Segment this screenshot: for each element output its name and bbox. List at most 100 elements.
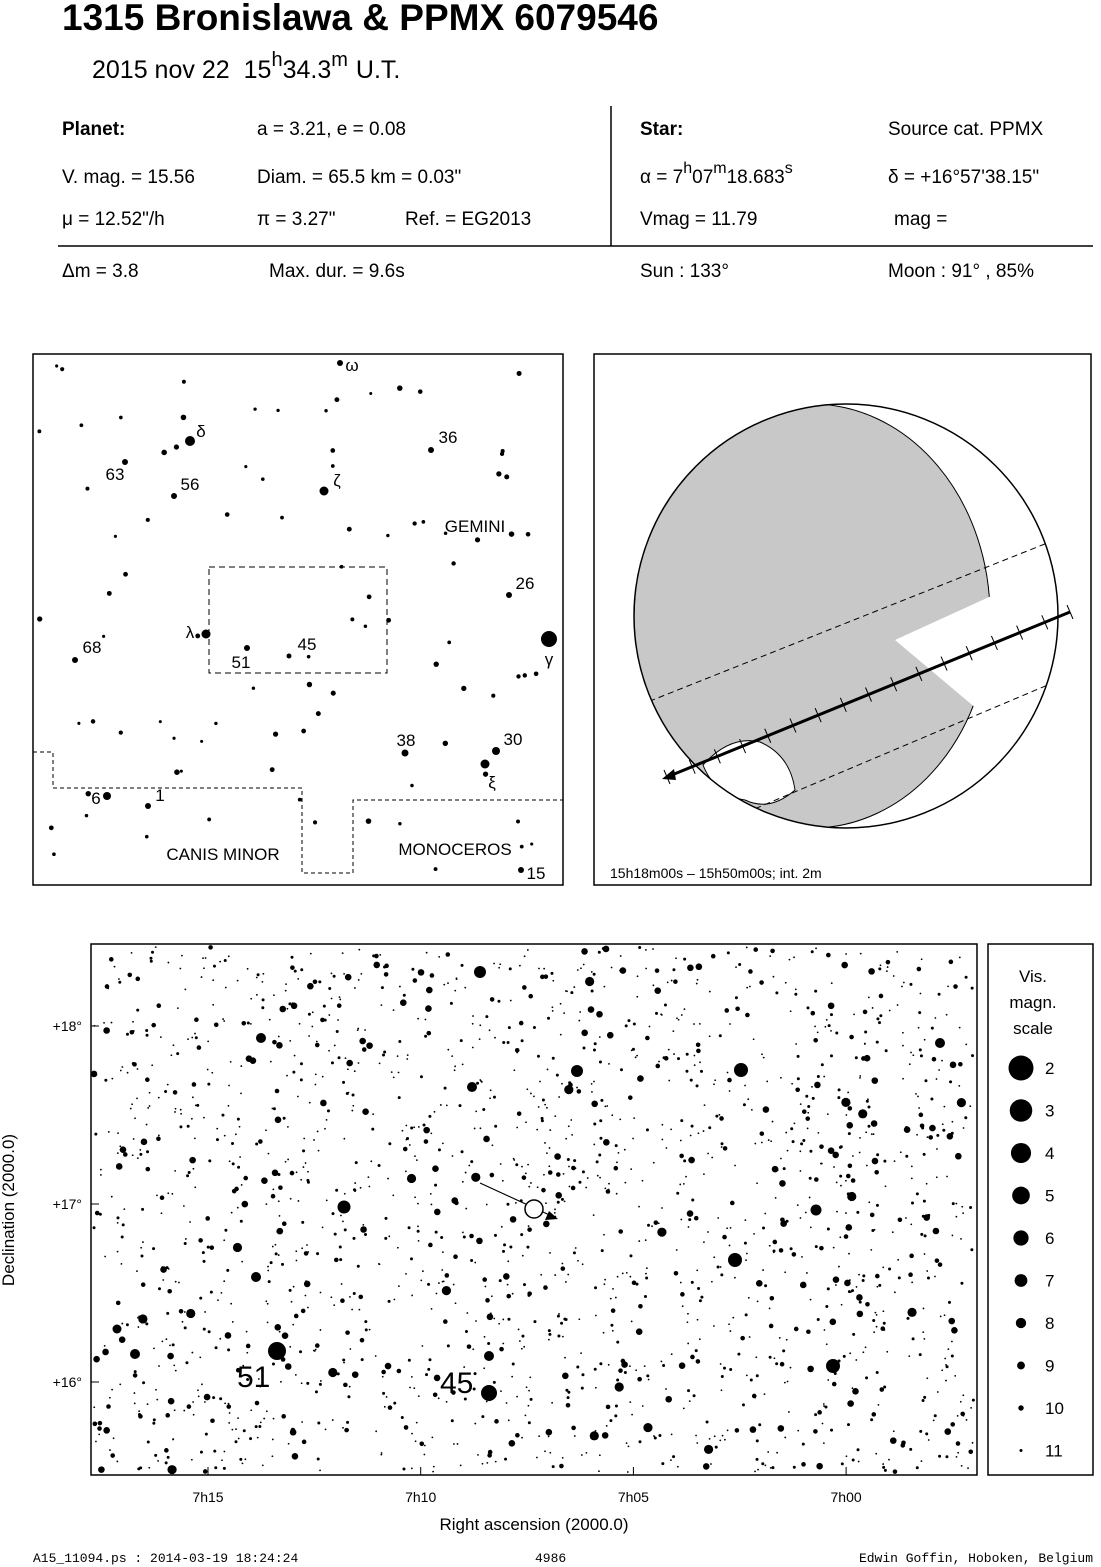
- star: [378, 1263, 381, 1266]
- star: [661, 1462, 665, 1466]
- star: [793, 1122, 796, 1125]
- star: [432, 1392, 438, 1398]
- star: [471, 1172, 481, 1182]
- star: [316, 1457, 320, 1461]
- star: [708, 1126, 712, 1130]
- star: [845, 1173, 851, 1179]
- star: [514, 1047, 520, 1053]
- star: [806, 1006, 810, 1010]
- star: [713, 1256, 716, 1259]
- finder-star: [312, 820, 318, 825]
- star: [693, 1054, 696, 1057]
- star: [635, 1328, 643, 1335]
- star: [515, 1163, 519, 1167]
- star: [544, 1142, 546, 1144]
- star: [934, 1275, 936, 1278]
- star: [103, 1427, 110, 1434]
- star-label: 51: [237, 1361, 270, 1394]
- star: [489, 1089, 492, 1092]
- star: [383, 965, 387, 969]
- star: [703, 1444, 714, 1455]
- star: [383, 1405, 386, 1408]
- star: [885, 959, 891, 965]
- star: [623, 1148, 626, 1151]
- star: [432, 1165, 439, 1173]
- star: [823, 1405, 825, 1407]
- star: [194, 1032, 196, 1035]
- finder-star: [410, 783, 414, 788]
- star: [289, 1039, 292, 1042]
- star: [727, 1077, 732, 1083]
- star: [406, 1137, 410, 1141]
- star: [958, 1026, 961, 1029]
- finder-star: [102, 634, 106, 638]
- star: [873, 1331, 876, 1334]
- star: [381, 1369, 386, 1375]
- star: [287, 1125, 289, 1128]
- star: [477, 1453, 479, 1456]
- star: [761, 1053, 763, 1056]
- title: 1315 Bronislawa & PPMX 6079546: [62, 0, 658, 38]
- star: [767, 1451, 770, 1453]
- star: [241, 1462, 244, 1465]
- star: [335, 1030, 339, 1034]
- star: [301, 1247, 304, 1250]
- star: [949, 1080, 953, 1084]
- star: [562, 1335, 564, 1338]
- star: [859, 952, 862, 955]
- star: [882, 1465, 886, 1469]
- star: [549, 1451, 552, 1454]
- star: [702, 1130, 705, 1132]
- star: [929, 1124, 936, 1132]
- star: [554, 1153, 561, 1160]
- star: [520, 1233, 524, 1237]
- star: [482, 1277, 487, 1282]
- star: [412, 978, 418, 983]
- star: [695, 1359, 701, 1364]
- star: [375, 1430, 378, 1433]
- star: [624, 1181, 627, 1184]
- finder-star: [72, 657, 78, 663]
- star: [271, 1107, 274, 1110]
- star: [293, 1313, 299, 1319]
- star: [728, 1253, 742, 1267]
- star: [241, 1200, 249, 1208]
- star: [487, 1341, 491, 1345]
- star: [768, 1323, 774, 1329]
- star: [667, 1048, 670, 1051]
- star: [516, 1126, 519, 1129]
- star: [921, 1214, 925, 1218]
- star: [223, 958, 227, 962]
- star: [94, 1132, 98, 1136]
- star: [729, 1200, 735, 1206]
- star: [108, 957, 114, 962]
- star: [606, 1031, 614, 1039]
- star: [573, 986, 576, 988]
- star: [763, 1393, 766, 1396]
- star: [298, 1022, 301, 1025]
- star: [92, 1421, 98, 1427]
- star: [566, 990, 568, 993]
- star: [826, 1359, 840, 1373]
- star: [896, 1004, 899, 1006]
- star: [347, 1068, 349, 1071]
- star: [286, 1007, 289, 1010]
- finder-star: [339, 564, 344, 569]
- star: [792, 1465, 796, 1469]
- star: [655, 1063, 661, 1069]
- star: [216, 1127, 219, 1130]
- star: [911, 1201, 915, 1205]
- star: [919, 992, 922, 995]
- star: [801, 1442, 805, 1446]
- star: [146, 1440, 150, 1444]
- star: [644, 1239, 647, 1242]
- star: [470, 1259, 474, 1263]
- star: [405, 1124, 408, 1127]
- finder-star: [496, 471, 502, 477]
- star: [130, 1349, 140, 1359]
- star: [210, 1418, 215, 1424]
- finder-star: [337, 360, 343, 366]
- star: [524, 1414, 527, 1417]
- star: [152, 1418, 156, 1422]
- star: [540, 1273, 543, 1276]
